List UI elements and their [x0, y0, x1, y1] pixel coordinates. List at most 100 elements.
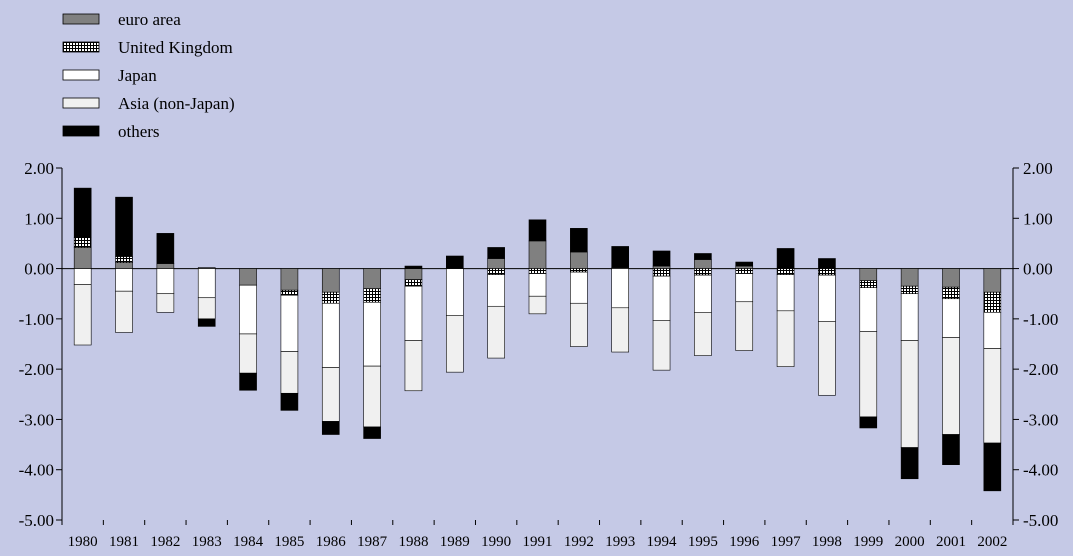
bar-asia-non-japan-1992 — [570, 302, 588, 347]
legend-swatch-asia-non-japan — [62, 97, 100, 109]
bar-asia-non-japan-1988 — [404, 340, 423, 392]
bar-united-kingdom-1996 — [735, 268, 754, 274]
x-tick-label-1999: 1999 — [853, 534, 883, 550]
bar-japan-1980 — [73, 268, 92, 285]
bar-others-1995 — [694, 253, 712, 260]
bar-japan-1999 — [859, 287, 878, 332]
bar-others-1999 — [859, 416, 878, 429]
x-tick-label-1988: 1988 — [398, 534, 428, 550]
y-tick-label-left: -1.00 — [19, 310, 54, 329]
bar-euro-area-1985 — [280, 268, 299, 291]
y-tick-label-right: 2.00 — [1023, 159, 1053, 178]
bar-japan-1983 — [197, 268, 216, 299]
y-tick-label-right: -1.00 — [1023, 310, 1058, 329]
x-axis-labels: 1980 1981 1982 1983 1984 1985 1986 1987 1988 1989… — [68, 534, 1008, 550]
bar-asia-non-japan-1986 — [321, 367, 340, 422]
x-tick-label-1984: 1984 — [233, 534, 264, 550]
x-tick-label-1981: 1981 — [109, 534, 139, 550]
bar-asia-non-japan-1984 — [239, 333, 257, 374]
y-tick-label-left: 2.00 — [24, 159, 54, 178]
bar-asia-non-japan-1981 — [115, 290, 133, 333]
bar-asia-non-japan-1998 — [818, 321, 836, 396]
legend-label-euro-area: euro area — [118, 10, 181, 29]
bar-others-1993 — [611, 246, 629, 268]
legend: euro area United Kingdom Japan Asia (non-Ja… — [62, 10, 235, 141]
x-tick-label-1983: 1983 — [192, 534, 222, 550]
bar-japan-1989 — [446, 268, 464, 316]
legend-swatch-japan — [62, 69, 100, 81]
bar-united-kingdom-2002 — [983, 291, 1002, 313]
bar-asia-non-japan-1990 — [487, 305, 505, 359]
bar-united-kingdom-1994 — [652, 268, 671, 277]
bar-japan-1988 — [404, 285, 423, 341]
bar-euro-area-1982 — [156, 263, 175, 269]
bar-united-kingdom-1995 — [694, 268, 712, 276]
bar-asia-non-japan-1985 — [280, 351, 299, 394]
x-tick-label-1995: 1995 — [688, 534, 718, 550]
bar-united-kingdom-2000 — [900, 285, 919, 295]
bar-japan-2001 — [942, 298, 960, 338]
bar-japan-1984 — [239, 284, 257, 335]
x-tick-label-1980: 1980 — [68, 534, 98, 550]
bar-others-1982 — [156, 233, 175, 264]
bar-others-1985 — [280, 392, 299, 411]
bar-asia-non-japan-1983 — [197, 297, 216, 320]
x-tick-label-1986: 1986 — [316, 534, 347, 550]
bar-japan-1981 — [115, 268, 133, 292]
bar-united-kingdom-1986 — [321, 291, 340, 304]
bar-euro-area-2000 — [900, 268, 919, 287]
y-tick-label-right: 1.00 — [1023, 209, 1053, 228]
bar-others-1989 — [446, 255, 464, 269]
bar-asia-non-japan-1982 — [156, 293, 175, 313]
bar-euro-area-2001 — [942, 268, 960, 288]
x-tick-label-2000: 2000 — [895, 534, 925, 550]
bar-japan-1994 — [652, 275, 671, 321]
bar-japan-2002 — [983, 312, 1002, 349]
bar-japan-1982 — [156, 268, 175, 295]
bar-others-1986 — [321, 421, 340, 435]
legend-label-japan: Japan — [118, 66, 157, 85]
x-tick-label-1990: 1990 — [481, 534, 511, 550]
bar-asia-non-japan-1996 — [735, 301, 754, 351]
bar-united-kingdom-1998 — [818, 268, 836, 276]
x-tick-label-1991: 1991 — [523, 534, 553, 550]
bar-japan-1998 — [818, 274, 836, 322]
y-tick-label-right: -2.00 — [1023, 360, 1058, 379]
legend-label-asia-non-japan: Asia (non-Japan) — [118, 94, 235, 113]
bars — [73, 187, 1002, 492]
bar-united-kingdom-1988 — [404, 279, 423, 287]
bar-asia-non-japan-1994 — [652, 320, 671, 371]
bar-euro-area-1987 — [363, 268, 381, 289]
x-tick-label-1998: 1998 — [812, 534, 842, 550]
bar-japan-2000 — [900, 293, 919, 341]
bar-asia-non-japan-1989 — [446, 315, 464, 373]
bar-united-kingdom-1987 — [363, 288, 381, 303]
legend-swatch-others — [62, 125, 100, 137]
bar-japan-1997 — [776, 274, 795, 312]
bar-euro-area-1981 — [115, 262, 133, 269]
bar-euro-area-1991 — [528, 240, 547, 269]
bar-others-2001 — [942, 434, 960, 465]
bar-others-1987 — [363, 426, 381, 439]
bar-others-1996 — [735, 261, 754, 267]
bar-euro-area-1986 — [321, 268, 340, 293]
bar-others-1981 — [115, 196, 133, 257]
y-tick-label-left: 0.00 — [24, 260, 54, 279]
bar-others-1980 — [73, 187, 92, 238]
bar-united-kingdom-1999 — [859, 280, 878, 288]
bar-euro-area-1992 — [570, 251, 588, 269]
y-tick-label-left: -5.00 — [19, 511, 54, 530]
bar-japan-1996 — [735, 273, 754, 303]
bar-others-1992 — [570, 228, 588, 253]
bar-japan-1991 — [528, 273, 547, 297]
x-tick-label-2001: 2001 — [936, 534, 966, 550]
x-tick-label-1997: 1997 — [771, 534, 802, 550]
y-tick-label-right: -5.00 — [1023, 511, 1058, 530]
bar-asia-non-japan-2002 — [983, 348, 1002, 444]
y-tick-label-left: -3.00 — [19, 410, 54, 429]
x-tick-label-1989: 1989 — [440, 534, 470, 550]
y-tick-label-left: 1.00 — [24, 209, 54, 228]
bar-united-kingdom-1981 — [115, 256, 133, 263]
bar-asia-non-japan-1980 — [73, 284, 92, 346]
